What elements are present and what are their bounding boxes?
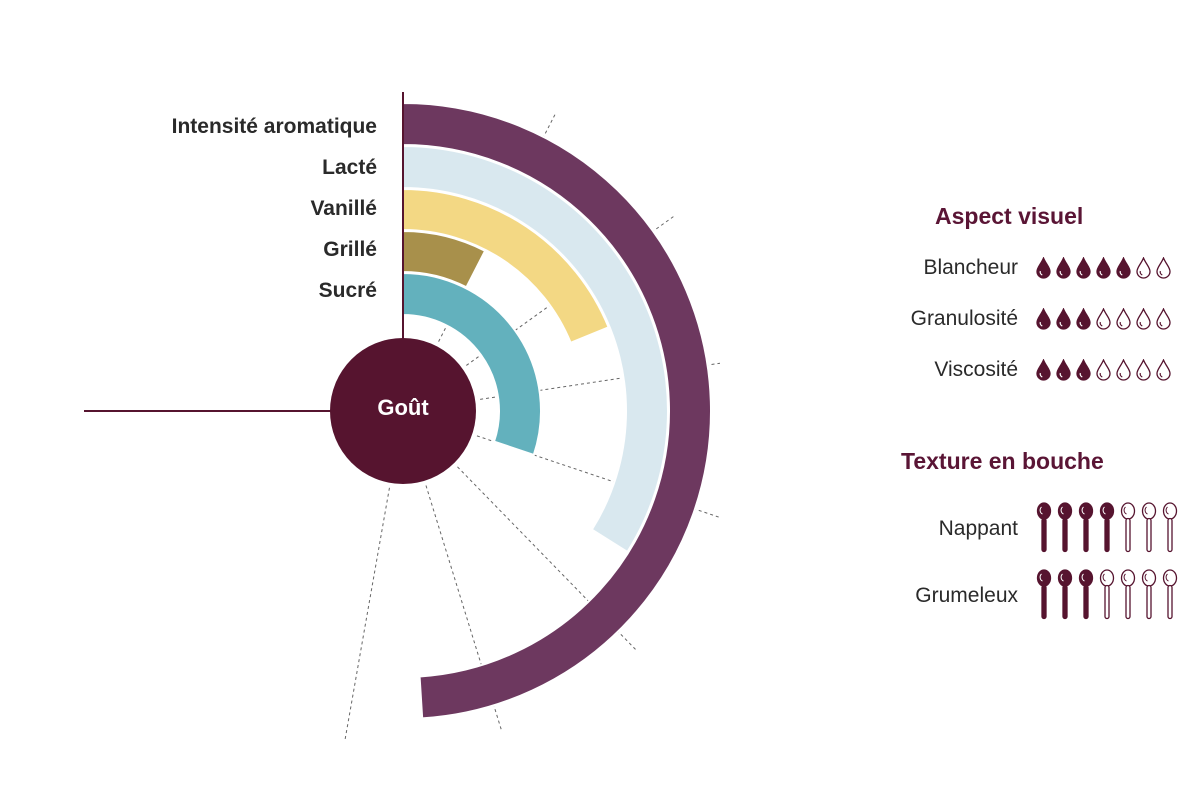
- spoon-icon: [1078, 569, 1094, 620]
- drop-icon: [1136, 257, 1151, 279]
- spoon-icon: [1057, 569, 1073, 620]
- rating-row-blancheur: Blancheur: [860, 248, 1190, 288]
- drop-icon: [1096, 308, 1111, 330]
- drop-icon: [1056, 308, 1071, 330]
- drop-icon: [1036, 359, 1051, 381]
- ring-sucre-bar: [402, 271, 542, 457]
- drop-icon: [1076, 308, 1091, 330]
- center-label: Goût: [377, 395, 429, 420]
- ring-label-intensite: Intensité aromatique: [171, 115, 377, 138]
- drop-icon: [1156, 308, 1171, 330]
- rating-row-grumeleux: Grumeleux: [860, 569, 1190, 620]
- drop-icon: [1156, 359, 1171, 381]
- rating-label: Blancheur: [923, 256, 1018, 279]
- scale-guide-line: [425, 485, 503, 732]
- drop-icon: [1056, 257, 1071, 279]
- texture-title: Texture en bouche: [901, 448, 1104, 474]
- drop-rating: [1035, 350, 1172, 390]
- drop-rating: [1035, 299, 1172, 339]
- spoon-icon: [1120, 502, 1136, 553]
- spoon-icon: [1141, 502, 1157, 553]
- drop-rating: [1035, 248, 1172, 288]
- ring-label-grille: Grillé: [323, 238, 377, 261]
- scale-guide-line: [344, 487, 390, 741]
- spoon-icon: [1099, 502, 1115, 553]
- ring-bars: [402, 101, 712, 720]
- aspect-visuel-title: Aspect visuel: [935, 203, 1084, 229]
- spoon-icon: [1141, 569, 1157, 620]
- rating-label: Granulosité: [910, 307, 1018, 330]
- drop-icon: [1136, 359, 1151, 381]
- drop-icon: [1096, 359, 1111, 381]
- scale-guide-line: [457, 466, 638, 652]
- rating-label: Viscosité: [934, 358, 1018, 381]
- spoon-icon: [1099, 569, 1115, 620]
- rating-label: Nappant: [938, 517, 1018, 540]
- ring-label-lacte: Lacté: [322, 156, 377, 179]
- spoon-icon: [1036, 569, 1052, 620]
- drop-icon: [1076, 359, 1091, 381]
- spoon-icon: [1057, 502, 1073, 553]
- drop-icon: [1116, 257, 1131, 279]
- spoon-icon: [1078, 502, 1094, 553]
- drop-icon: [1056, 359, 1071, 381]
- drop-icon: [1076, 257, 1091, 279]
- spoon-icon: [1120, 569, 1136, 620]
- drop-icon: [1116, 308, 1131, 330]
- radial-chart: [84, 92, 720, 741]
- rating-label: Grumeleux: [915, 584, 1018, 607]
- rating-row-granulosite: Granulosité: [860, 299, 1190, 339]
- ring-label-sucre: Sucré: [318, 279, 377, 302]
- center-circle: [330, 338, 476, 484]
- spoon-icon: [1162, 569, 1178, 620]
- ring-label-vanille: Vanillé: [310, 197, 377, 220]
- drop-icon: [1116, 359, 1131, 381]
- spoon-icon: [1162, 502, 1178, 553]
- drop-icon: [1096, 257, 1111, 279]
- rating-row-viscosite: Viscosité: [860, 350, 1190, 390]
- drop-icon: [1136, 308, 1151, 330]
- drop-icon: [1156, 257, 1171, 279]
- spoon-icon: [1036, 502, 1052, 553]
- spoon-rating: [1035, 502, 1179, 556]
- rating-row-nappant: Nappant: [860, 502, 1190, 553]
- spoon-rating: [1035, 569, 1179, 623]
- drop-icon: [1036, 308, 1051, 330]
- drop-icon: [1036, 257, 1051, 279]
